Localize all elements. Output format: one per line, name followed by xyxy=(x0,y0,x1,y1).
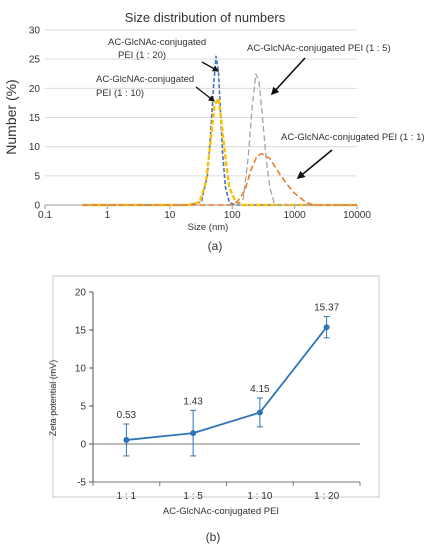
chart-b-frame xyxy=(52,275,380,498)
chart-a-y-tick-label: 15 xyxy=(29,113,41,124)
chart-a-ylabel: Number (%) xyxy=(3,79,19,154)
chart-b-xlabel: AC-GlcNAc-conjugated PEI xyxy=(163,506,279,517)
annotation-1-5-line1: AC-GlcNAc-conjugated PEI (1 : 5) xyxy=(247,43,391,54)
chart-b-data-point xyxy=(123,436,130,443)
chart-a-y-tick-label: 30 xyxy=(29,26,41,37)
panel-label-b: (b) xyxy=(206,530,221,544)
annotation-1-20-line2: PEI (1 : 20) xyxy=(118,50,166,61)
chart-a-x-tick-label: 1 xyxy=(105,210,111,221)
chart-b-ylabel: Zeta potential (mV) xyxy=(48,360,58,437)
chart-a-title: Size distribution of numbers xyxy=(125,10,286,25)
chart-b-x-tick-label: 1 : 10 xyxy=(247,491,272,502)
chart-b-data-point xyxy=(256,409,263,416)
chart-b-y-tick-label: 0 xyxy=(80,440,86,451)
chart-a-x-tick-label: 10000 xyxy=(343,210,371,221)
chart-b-x-tick-label: 1 : 1 xyxy=(117,491,137,502)
annotation-1-1-arrow xyxy=(296,149,333,180)
chart-a-y-tick-label: 5 xyxy=(34,171,40,182)
annotation-1-1-line1: AC-GlcNAc-conjugated PEI (1 : 1) xyxy=(281,132,425,143)
annotation-1-10-arrow xyxy=(195,86,216,102)
chart-a-series-1-1-line xyxy=(82,152,357,206)
chart-a-xlabel: Size (nm) xyxy=(188,222,229,233)
annotation-1-20-arrow xyxy=(201,61,220,72)
annotation-1-10-line1: AC-GlcNAc-conjugated xyxy=(96,74,194,85)
chart-b-y-tick-label: 20 xyxy=(75,288,87,299)
chart-a-y-tick-label: 0 xyxy=(34,201,40,212)
chart-a-y-tick-label: 10 xyxy=(29,142,41,153)
chart-b-x-tick-label: 1 : 20 xyxy=(314,491,339,502)
annotation-1-20-line1: AC-GlcNAc-conjugated xyxy=(108,37,206,48)
chart-a-series-1-10-line xyxy=(82,97,357,207)
chart-a-y-tick-label: 25 xyxy=(29,55,41,66)
annotation-1-5-arrow xyxy=(270,57,306,96)
chart-a-series-1-5-line xyxy=(82,73,357,206)
chart-a-y-tick-label: 20 xyxy=(29,84,41,95)
chart-a-x-tick-label: 10 xyxy=(164,210,176,221)
chart-b-data-label: 15.37 xyxy=(314,303,339,314)
chart-b-data-label: 1.43 xyxy=(183,396,203,407)
chart-a-x-tick-label: 100 xyxy=(224,210,241,221)
chart-b-series-line xyxy=(126,326,328,441)
chart-b-y-tick-label: 10 xyxy=(75,364,87,375)
chart-b-y-tick-label: -5 xyxy=(77,478,86,489)
chart-a-x-tick-label: 0.1 xyxy=(38,210,52,221)
panel-label-a: (a) xyxy=(208,239,223,253)
chart-a-series-1-20-line xyxy=(82,55,357,206)
chart-b-data-point xyxy=(190,430,197,437)
chart-b-y-tick-label: 5 xyxy=(80,402,86,413)
chart-b-x-tick-label: 1 : 5 xyxy=(183,491,203,502)
chart-b-data-label: 0.53 xyxy=(117,410,137,421)
chart-b-y-tick-label: 15 xyxy=(75,326,87,337)
annotation-1-10-line2: PEI (1 : 10) xyxy=(96,88,144,99)
chart-b-data-point xyxy=(323,324,330,331)
chart-a-x-tick-label: 1000 xyxy=(283,210,306,221)
chart-b-data-label: 4.15 xyxy=(250,384,270,395)
